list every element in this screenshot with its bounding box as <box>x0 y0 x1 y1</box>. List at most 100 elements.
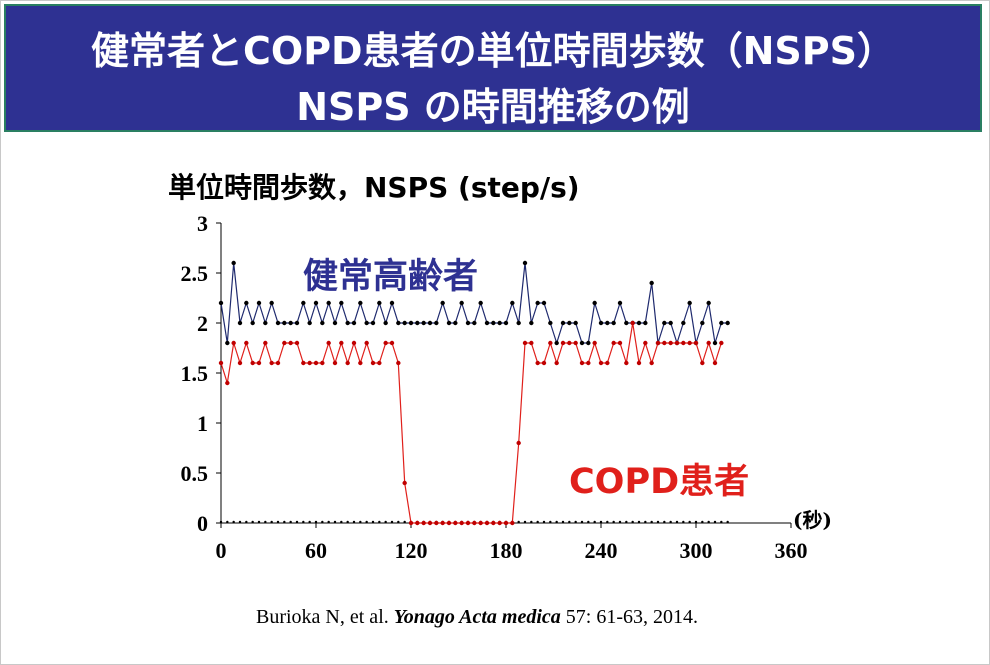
copd-point <box>510 520 515 526</box>
healthy-elderly-point <box>617 300 623 306</box>
healthy-elderly-point <box>535 300 540 306</box>
healthy-elderly-point <box>503 320 509 326</box>
baseline-point <box>270 520 273 524</box>
copd-point <box>516 440 521 446</box>
x-tick-label: 180 <box>490 538 523 563</box>
copd-point <box>440 520 445 526</box>
healthy-elderly-point <box>396 320 401 326</box>
baseline-point <box>707 520 710 524</box>
healthy-elderly-point <box>231 260 236 266</box>
baseline-point <box>289 520 292 524</box>
copd-point <box>541 360 547 366</box>
healthy-elderly-point <box>605 320 610 326</box>
healthy-elderly-point <box>389 300 395 306</box>
copd-point <box>427 520 433 526</box>
baseline-point <box>295 520 299 524</box>
healthy-elderly-point <box>351 320 357 326</box>
copd-point <box>700 360 705 366</box>
healthy-elderly-point <box>377 300 382 306</box>
baseline-point <box>656 520 660 524</box>
healthy-elderly-point <box>649 280 654 286</box>
healthy-elderly-point <box>598 320 604 326</box>
copd-point <box>326 340 331 346</box>
healthy-elderly-point <box>643 320 648 326</box>
x-tick-label: 0 <box>216 538 227 563</box>
copd-point <box>332 360 338 366</box>
healthy-elderly-point <box>408 320 414 326</box>
baseline-point <box>352 520 356 524</box>
copd-point <box>351 340 357 346</box>
copd-point <box>345 360 350 366</box>
healthy-elderly-point <box>567 320 572 326</box>
baseline-point <box>251 520 254 524</box>
copd-point <box>294 340 300 346</box>
title-bar: 健常者とCOPD患者の単位時間歩数（NSPS） NSPS の時間推移の例 <box>4 4 982 132</box>
healthy-elderly-point <box>465 320 471 326</box>
x-tick-label: 120 <box>395 538 428 563</box>
baseline-point <box>276 520 280 524</box>
healthy-elderly-point <box>706 300 711 306</box>
copd-point <box>630 320 635 326</box>
healthy-elderly-point <box>294 320 300 326</box>
copd-point <box>459 520 464 526</box>
healthy-elderly-point <box>225 340 230 346</box>
copd-point <box>611 340 616 346</box>
x-tick-label: 60 <box>305 538 327 563</box>
copd-point <box>269 360 274 366</box>
baseline-point <box>523 520 527 524</box>
baseline-point <box>675 520 679 524</box>
baseline-point <box>226 520 229 524</box>
baseline-point <box>340 520 343 524</box>
healthy-elderly-point <box>497 320 502 326</box>
baseline-point <box>257 520 261 524</box>
series-layer <box>218 260 730 526</box>
y-tick-label: 0 <box>197 511 208 536</box>
baseline-point <box>333 520 337 524</box>
copd-point <box>668 340 673 346</box>
healthy-elderly-point <box>358 300 363 306</box>
copd-point <box>307 360 312 366</box>
y-tick-label: 2 <box>197 311 208 336</box>
x-axis-label: (秒) <box>793 508 832 532</box>
healthy-elderly-point <box>700 320 705 326</box>
copd-point <box>218 360 224 366</box>
healthy-elderly-point <box>579 340 585 346</box>
copd-point <box>320 360 325 366</box>
healthy-elderly-point <box>529 320 534 326</box>
copd-point <box>231 340 236 346</box>
annotation-healthy-elderly: 健常高齢者 <box>303 257 478 297</box>
baseline-point <box>580 520 584 524</box>
baseline-point <box>397 520 400 524</box>
copd-point <box>573 340 578 346</box>
copd-point <box>364 340 369 346</box>
copd-point <box>282 340 287 346</box>
baseline-point <box>321 520 324 524</box>
copd-point <box>624 360 629 366</box>
baseline-point <box>219 520 223 524</box>
baseline-point <box>302 520 305 524</box>
copd-point <box>706 340 711 346</box>
baseline-point <box>517 520 520 524</box>
baseline-point <box>245 520 248 524</box>
healthy-elderly-point <box>719 320 724 326</box>
copd-point <box>465 520 471 526</box>
copd-point <box>560 340 566 346</box>
copd-point <box>263 340 268 346</box>
healthy-elderly-point <box>541 300 547 306</box>
healthy-elderly-point <box>592 300 597 306</box>
baseline-point <box>555 520 558 524</box>
baseline-point <box>371 520 375 524</box>
copd-point <box>453 520 458 526</box>
healthy-elderly-point <box>263 320 268 326</box>
healthy-elderly-point <box>453 320 458 326</box>
copd-point <box>244 340 249 346</box>
healthy-elderly-point <box>446 320 452 326</box>
baseline-point <box>574 520 577 524</box>
healthy-elderly-point <box>364 320 369 326</box>
baseline-point <box>232 520 235 524</box>
copd-point <box>579 360 585 366</box>
baseline-point <box>536 520 539 524</box>
healthy-elderly-point <box>611 320 616 326</box>
baseline-point <box>682 520 685 524</box>
